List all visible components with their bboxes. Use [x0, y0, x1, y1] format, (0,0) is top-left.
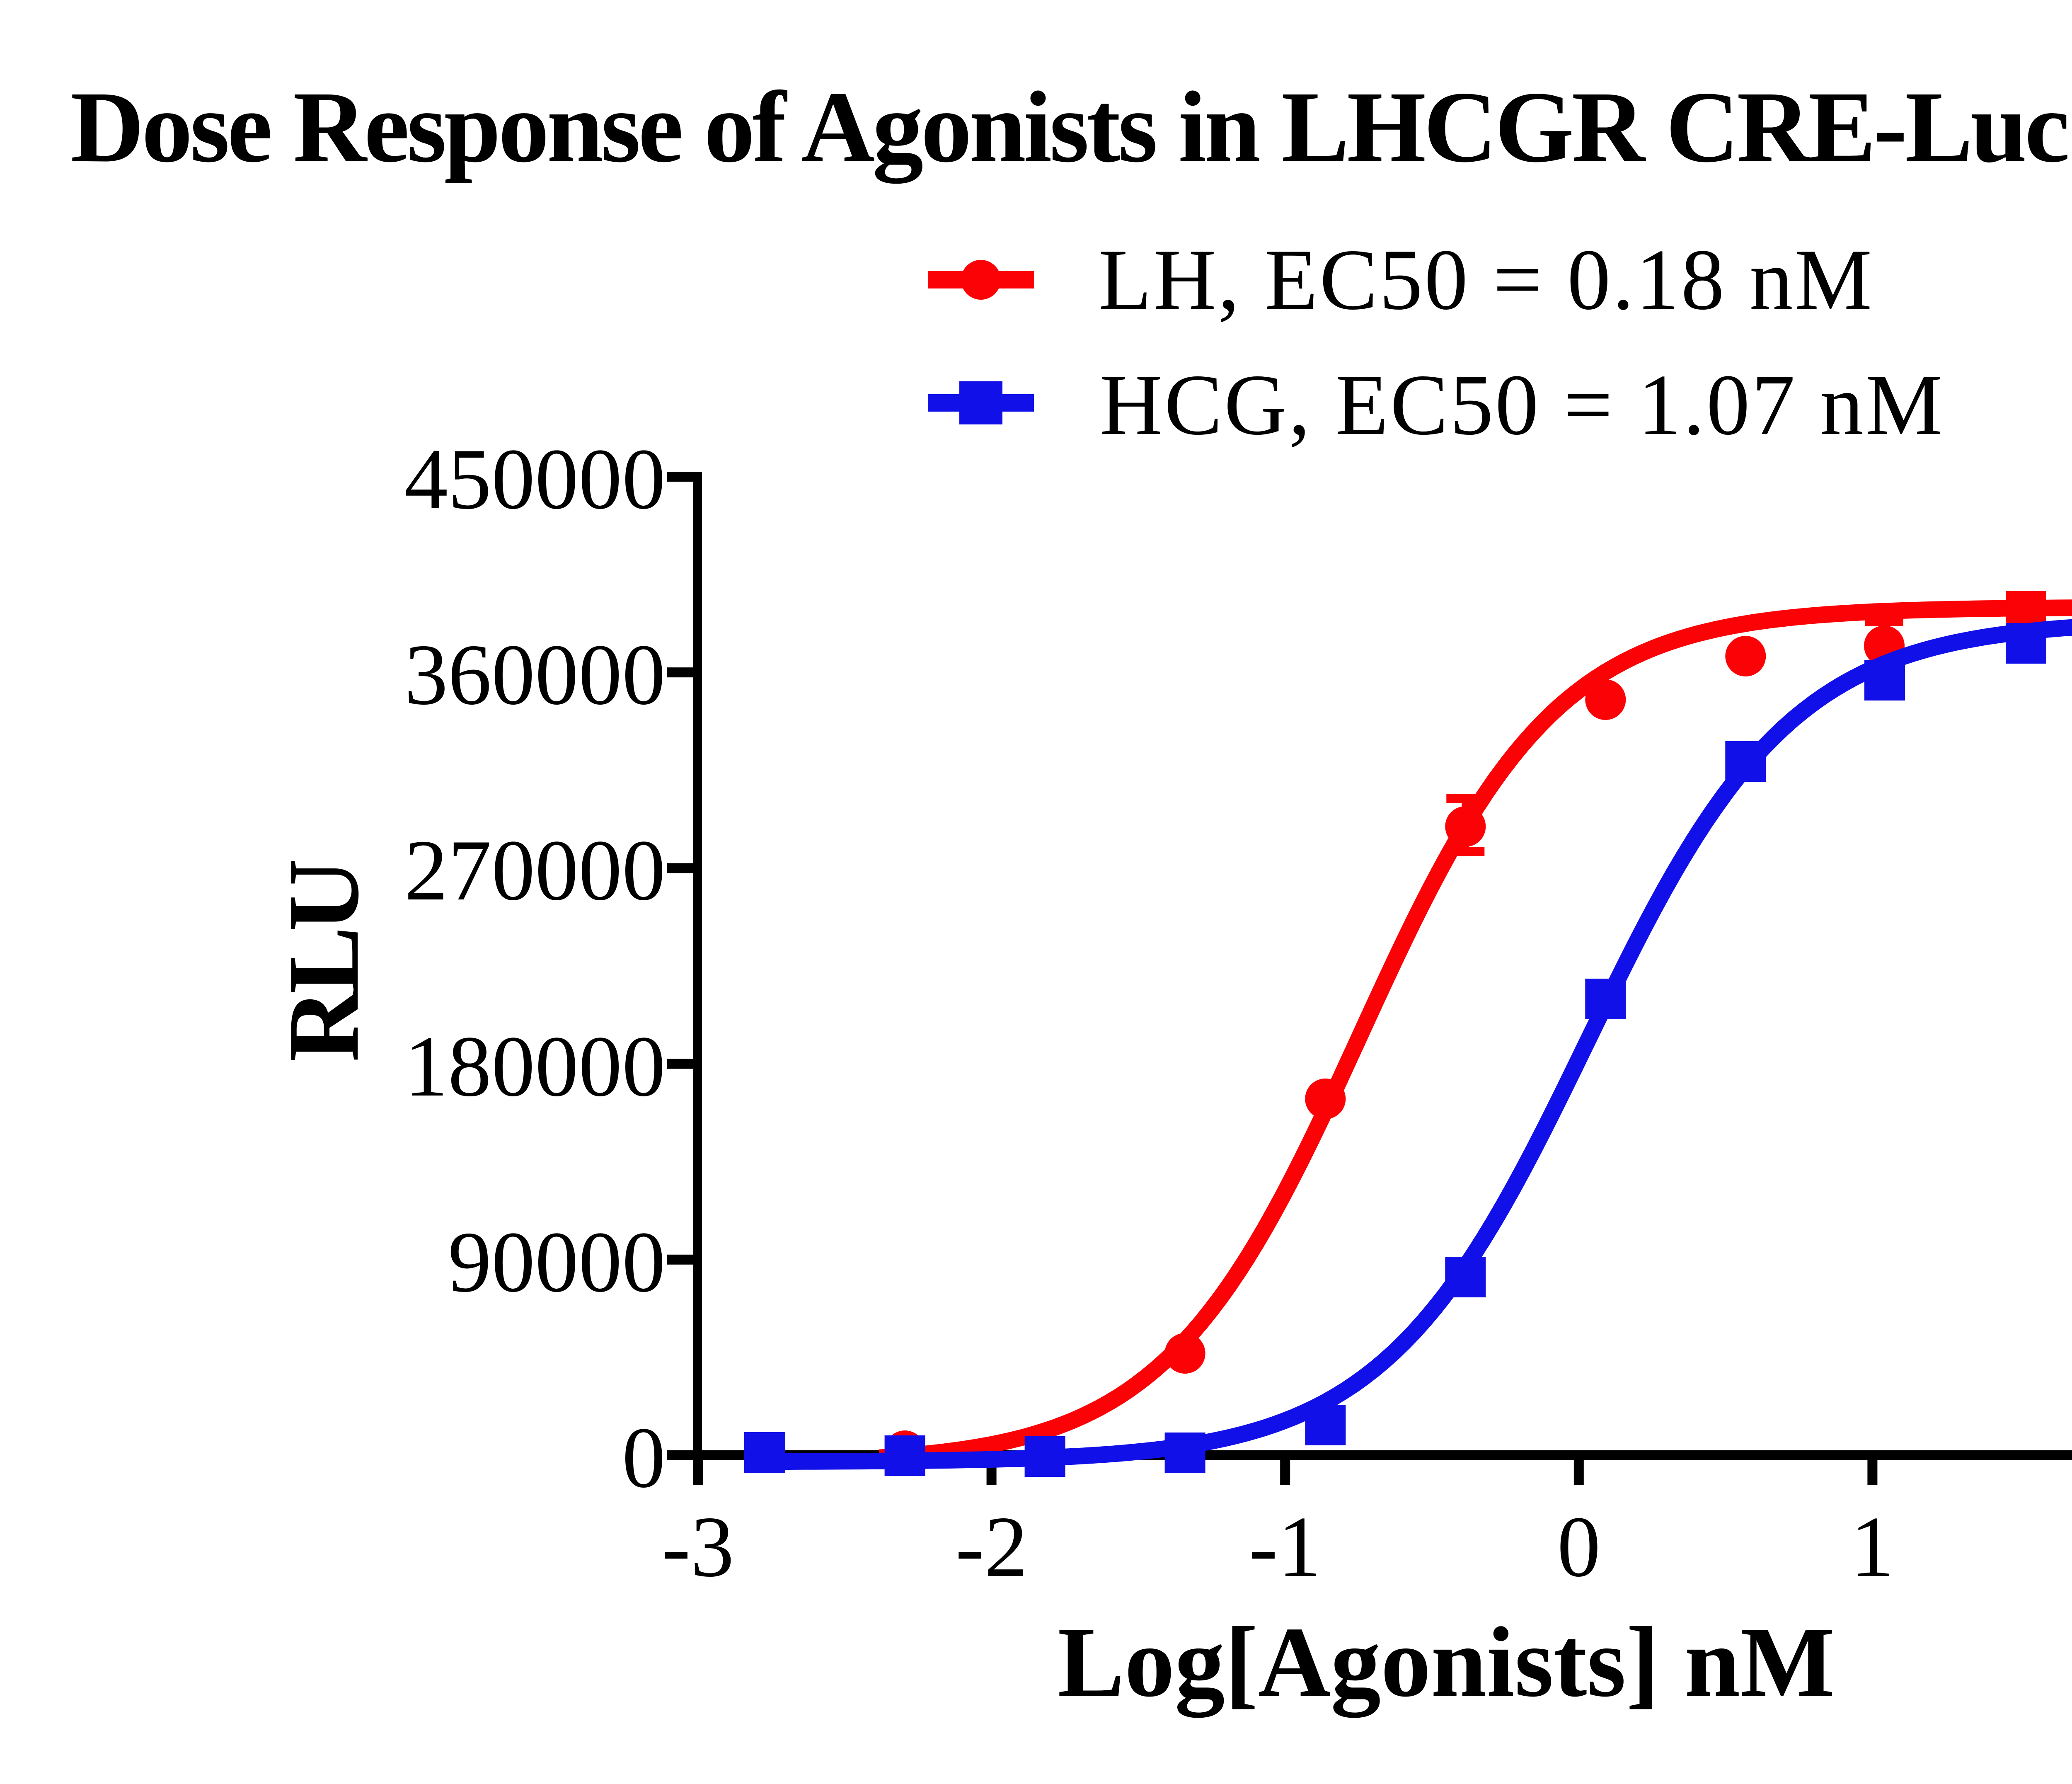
svg-text:LH, EC50 = 0.18 nM: LH, EC50 = 0.18 nM [1099, 232, 1874, 328]
svg-text:0: 0 [622, 1410, 666, 1506]
svg-text:90000: 90000 [448, 1214, 666, 1310]
svg-text:Dose Response of Agonists in L: Dose Response of Agonists in LHCGR CRE-L… [70, 71, 2072, 184]
svg-text:-2: -2 [956, 1499, 1028, 1595]
svg-text:1: 1 [1851, 1499, 1894, 1595]
svg-text:RLU: RLU [267, 861, 380, 1062]
svg-text:0: 0 [1557, 1499, 1601, 1595]
svg-text:-3: -3 [662, 1499, 734, 1595]
svg-text:450000: 450000 [404, 431, 666, 527]
svg-text:360000: 360000 [404, 627, 666, 723]
svg-text:HCG, EC50 = 1.07 nM: HCG, EC50 = 1.07 nM [1100, 357, 1944, 453]
svg-text:180000: 180000 [404, 1018, 666, 1115]
svg-text:270000: 270000 [404, 822, 666, 919]
svg-text:-1: -1 [1249, 1499, 1322, 1595]
svg-text:Log[Agonists] nM: Log[Agonists] nM [1058, 1607, 1835, 1718]
